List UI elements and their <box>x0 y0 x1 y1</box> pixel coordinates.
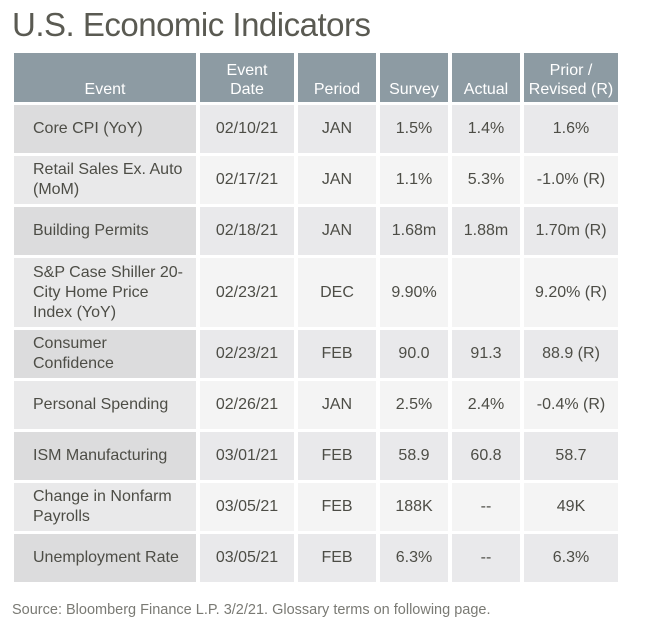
cell-period: FEB <box>298 534 376 582</box>
header-event-date: Event Date <box>200 53 294 102</box>
cell-actual: 1.88m <box>452 207 520 255</box>
cell-date: 02/23/21 <box>200 258 294 327</box>
cell-survey: 58.9 <box>380 432 448 480</box>
cell-period: JAN <box>298 105 376 153</box>
cell-period: DEC <box>298 258 376 327</box>
cell-event: ISM Manufacturing <box>14 432 196 480</box>
table-row: Unemployment Rate 03/05/21 FEB 6.3% -- 6… <box>14 534 618 582</box>
header-prior-revised: Prior / Revised (R) <box>524 53 618 102</box>
cell-actual: 2.4% <box>452 381 520 429</box>
header-period: Period <box>298 53 376 102</box>
cell-actual: 5.3% <box>452 156 520 204</box>
table-row: Core CPI (YoY) 02/10/21 JAN 1.5% 1.4% 1.… <box>14 105 618 153</box>
page-title: U.S. Economic Indicators <box>12 6 371 43</box>
header-survey: Survey <box>380 53 448 102</box>
table-row: Change in Nonfarm Payrolls 03/05/21 FEB … <box>14 483 618 531</box>
cell-actual: 1.4% <box>452 105 520 153</box>
table-row: S&P Case Shiller 20-City Home Price Inde… <box>14 258 618 327</box>
cell-event: Personal Spending <box>14 381 196 429</box>
cell-period: JAN <box>298 207 376 255</box>
cell-prior: 49K <box>524 483 618 531</box>
header-prior-line2: Revised (R) <box>528 81 614 98</box>
cell-date: 03/05/21 <box>200 483 294 531</box>
cell-actual <box>452 258 520 327</box>
cell-date: 02/23/21 <box>200 330 294 378</box>
table-row: ISM Manufacturing 03/01/21 FEB 58.9 60.8… <box>14 432 618 480</box>
cell-date: 02/17/21 <box>200 156 294 204</box>
cell-event: Consumer Confidence <box>14 330 196 378</box>
cell-prior: -0.4% (R) <box>524 381 618 429</box>
table-row: Building Permits 02/18/21 JAN 1.68m 1.88… <box>14 207 618 255</box>
cell-event: Retail Sales Ex. Auto (MoM) <box>14 156 196 204</box>
cell-prior: 88.9 (R) <box>524 330 618 378</box>
table-header-row: Event Event Date Period Survey Actual Pri… <box>14 53 618 102</box>
table-row: Retail Sales Ex. Auto (MoM) 02/17/21 JAN… <box>14 156 618 204</box>
cell-survey: 1.1% <box>380 156 448 204</box>
cell-actual: -- <box>452 483 520 531</box>
cell-survey: 188K <box>380 483 448 531</box>
cell-prior: -1.0% (R) <box>524 156 618 204</box>
header-event-date-line2: Date <box>230 81 264 98</box>
cell-event: Unemployment Rate <box>14 534 196 582</box>
cell-prior: 9.20% (R) <box>524 258 618 327</box>
cell-prior: 6.3% <box>524 534 618 582</box>
cell-actual: 60.8 <box>452 432 520 480</box>
cell-date: 02/10/21 <box>200 105 294 153</box>
cell-period: JAN <box>298 156 376 204</box>
economic-indicators-table: Event Event Date Period Survey Actual Pri… <box>10 50 622 585</box>
cell-survey: 6.3% <box>380 534 448 582</box>
cell-actual: -- <box>452 534 520 582</box>
cell-survey: 1.5% <box>380 105 448 153</box>
cell-prior: 58.7 <box>524 432 618 480</box>
table-row: Personal Spending 02/26/21 JAN 2.5% 2.4%… <box>14 381 618 429</box>
header-prior-line1: Prior / <box>549 62 593 79</box>
table-row: Consumer Confidence 02/23/21 FEB 90.0 91… <box>14 330 618 378</box>
cell-event: Core CPI (YoY) <box>14 105 196 153</box>
header-event-date-line1: Event <box>226 62 268 79</box>
cell-period: JAN <box>298 381 376 429</box>
cell-survey: 90.0 <box>380 330 448 378</box>
cell-event: S&P Case Shiller 20-City Home Price Inde… <box>14 258 196 327</box>
source-note: Source: Bloomberg Finance L.P. 3/2/21. G… <box>12 602 491 618</box>
cell-prior: 1.6% <box>524 105 618 153</box>
cell-date: 02/26/21 <box>200 381 294 429</box>
header-event: Event <box>14 53 196 102</box>
header-actual: Actual <box>452 53 520 102</box>
cell-period: FEB <box>298 330 376 378</box>
cell-date: 03/05/21 <box>200 534 294 582</box>
cell-event: Building Permits <box>14 207 196 255</box>
cell-prior: 1.70m (R) <box>524 207 618 255</box>
cell-period: FEB <box>298 483 376 531</box>
cell-period: FEB <box>298 432 376 480</box>
cell-survey: 2.5% <box>380 381 448 429</box>
cell-date: 02/18/21 <box>200 207 294 255</box>
cell-survey: 9.90% <box>380 258 448 327</box>
cell-actual: 91.3 <box>452 330 520 378</box>
cell-date: 03/01/21 <box>200 432 294 480</box>
cell-survey: 1.68m <box>380 207 448 255</box>
cell-event: Change in Nonfarm Payrolls <box>14 483 196 531</box>
